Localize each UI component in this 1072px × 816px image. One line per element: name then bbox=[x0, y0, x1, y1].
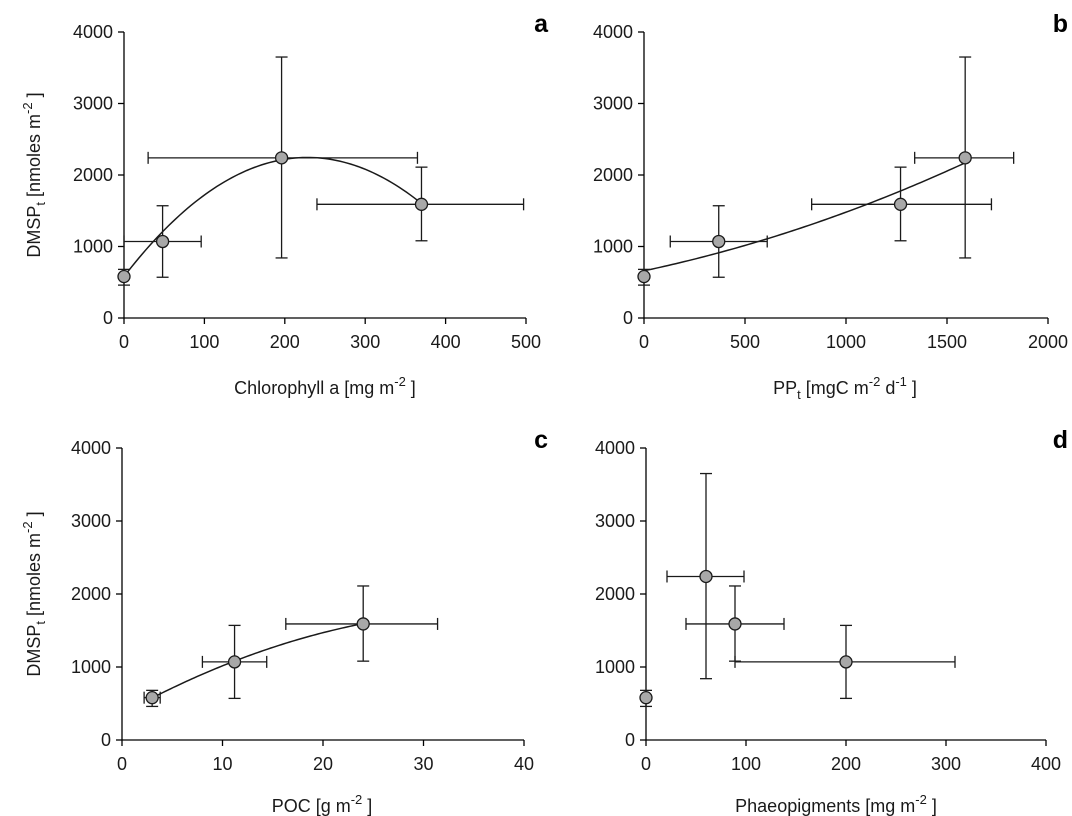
panel-c-x-tick-label: 10 bbox=[212, 754, 232, 774]
panel-a-x-tick-label: 500 bbox=[511, 332, 541, 352]
panel-b-y-tick-label: 3000 bbox=[593, 94, 633, 114]
panel-d: 0 1000 2000 3000 4000 0 100 200 300 400 d Phaeopi… bbox=[595, 426, 1068, 816]
panel-c-x-tick-label: 0 bbox=[117, 754, 127, 774]
panel-d-x-tick-label: 300 bbox=[931, 754, 961, 774]
panel-b-x-tick-label: 1000 bbox=[826, 332, 866, 352]
panel-d-x-tick-label: 200 bbox=[831, 754, 861, 774]
panel-b-x-tick-label: 0 bbox=[639, 332, 649, 352]
panel-a-data-point bbox=[414, 197, 429, 211]
panel-a-y-tick-label: 3000 bbox=[73, 94, 113, 114]
panel-d-x-tick-label: 100 bbox=[731, 754, 761, 774]
panel-a-data-point bbox=[274, 151, 289, 165]
panel-c-x-title: POC [g m-2 ] bbox=[272, 792, 373, 816]
panel-c-y-tick-label: 4000 bbox=[71, 438, 111, 458]
panel-b-marks bbox=[637, 56, 1015, 286]
panel-a-marks bbox=[117, 56, 525, 286]
panel-d-data-point bbox=[699, 569, 713, 584]
panel-c-ticks: 0 1000 2000 3000 4000 0 10 20 30 40 bbox=[71, 438, 534, 774]
panel-a-x-tick-label: 100 bbox=[189, 332, 219, 352]
panel-b-fit-curve bbox=[643, 162, 966, 272]
panel-a-y-title: DMSPt [nmoles m-2 ] bbox=[20, 92, 48, 257]
panel-c: 0 1000 2000 3000 4000 0 10 20 30 40 c DMSPt [nmol… bbox=[20, 426, 548, 816]
panel-d-letter: d bbox=[1053, 426, 1068, 454]
panel-d-x-tick-label: 0 bbox=[641, 754, 651, 774]
panel-a-x-title: Chlorophyll a [mg m-2 ] bbox=[234, 374, 416, 398]
panel-b-y-tick-label: 0 bbox=[623, 308, 633, 328]
panel-d-marks bbox=[639, 472, 956, 708]
panel-b-y-tick-label: 1000 bbox=[593, 237, 633, 257]
panel-c-x-tick-label: 20 bbox=[313, 754, 333, 774]
panel-a-x-tick-label: 0 bbox=[119, 332, 129, 352]
panel-c-letter: c bbox=[534, 426, 548, 454]
panel-a-fit-curve bbox=[123, 156, 422, 277]
panel-b-y-tick-label: 2000 bbox=[593, 165, 633, 185]
panel-a-data-point bbox=[155, 234, 170, 249]
panel-c-y-tick-label: 1000 bbox=[71, 657, 111, 677]
panel-b-data-point bbox=[893, 197, 908, 211]
panel-a-x-tick-label: 200 bbox=[270, 332, 300, 352]
panel-c-data-point bbox=[145, 691, 159, 705]
panel-b-ticks: 0 1000 2000 3000 4000 0 500 1000 1500 2000 bbox=[593, 22, 1068, 352]
panel-a-y-tick-label: 4000 bbox=[73, 22, 113, 42]
panel-b-x-tick-label: 500 bbox=[730, 332, 760, 352]
panel-b-x-title: PPt [mgC m-2 d-1 ] bbox=[773, 374, 917, 402]
panel-c-y-tick-label: 0 bbox=[101, 730, 111, 750]
panel-d-x-title: Phaeopigments [mg m-2 ] bbox=[735, 792, 937, 816]
panel-b: 0 1000 2000 3000 4000 0 500 1000 1500 2000 b PPt … bbox=[593, 10, 1068, 402]
panel-a-x-tick-label: 400 bbox=[431, 332, 461, 352]
panel-a-y-tick-label: 1000 bbox=[73, 237, 113, 257]
panel-a-y-tick-label: 0 bbox=[103, 308, 113, 328]
panel-a-y-tick-label: 2000 bbox=[73, 165, 113, 185]
panel-d-x-tick-label: 400 bbox=[1031, 754, 1061, 774]
panel-d-y-tick-label: 2000 bbox=[595, 584, 635, 604]
panel-c-y-tick-label: 2000 bbox=[71, 584, 111, 604]
panel-c-y-tick-label: 3000 bbox=[71, 511, 111, 531]
panel-c-fit-curve bbox=[151, 622, 364, 699]
panel-b-letter: b bbox=[1053, 10, 1068, 38]
panel-d-data-point bbox=[728, 617, 742, 631]
panel-a: 0 1000 2000 3000 4000 0 100 200 300 400 500 a DMSP… bbox=[20, 10, 549, 398]
panel-a-ticks: 0 1000 2000 3000 4000 0 100 200 300 400 500 bbox=[73, 22, 541, 352]
panel-d-data-point bbox=[639, 691, 653, 705]
panel-b-data-point bbox=[712, 234, 726, 249]
panel-b-data-point bbox=[637, 269, 651, 284]
panel-c-data-point bbox=[227, 655, 242, 669]
panel-b-data-point bbox=[958, 151, 972, 165]
panel-d-y-tick-label: 4000 bbox=[595, 438, 635, 458]
panel-b-y-tick-label: 4000 bbox=[593, 22, 633, 42]
panel-c-x-tick-label: 30 bbox=[413, 754, 433, 774]
panel-a-x-tick-label: 300 bbox=[350, 332, 380, 352]
panel-c-x-tick-label: 40 bbox=[514, 754, 534, 774]
panel-d-y-tick-label: 3000 bbox=[595, 511, 635, 531]
panel-d-data-point bbox=[839, 655, 853, 669]
panel-c-data-point bbox=[356, 617, 370, 631]
panel-d-y-tick-label: 0 bbox=[625, 730, 635, 750]
panel-c-y-title: DMSPt [nmoles m-2 ] bbox=[20, 511, 48, 676]
panel-b-x-tick-label: 2000 bbox=[1028, 332, 1068, 352]
panel-c-marks bbox=[143, 585, 439, 708]
panel-a-data-point bbox=[117, 269, 131, 284]
panel-b-x-tick-label: 1500 bbox=[927, 332, 967, 352]
panel-d-y-tick-label: 1000 bbox=[595, 657, 635, 677]
panel-a-letter: a bbox=[534, 10, 549, 38]
panel-d-ticks: 0 1000 2000 3000 4000 0 100 200 300 400 bbox=[595, 438, 1061, 774]
